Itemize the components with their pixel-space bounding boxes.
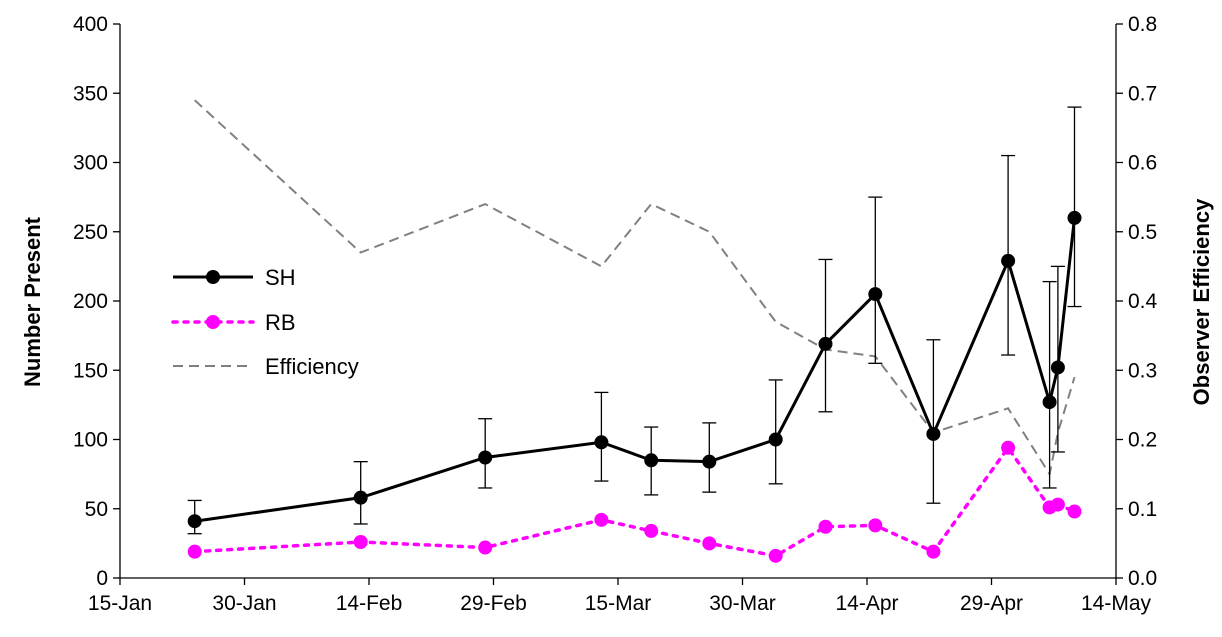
y2-tick-label: 0.1 bbox=[1128, 498, 1157, 521]
sh-point bbox=[1001, 253, 1016, 268]
x-tick-label: 14-Feb bbox=[336, 592, 403, 615]
efficiency-point bbox=[484, 203, 486, 205]
rb-line bbox=[192, 444, 1077, 558]
y2-tick-label: 0.7 bbox=[1128, 82, 1157, 105]
y-tick-label: 250 bbox=[73, 221, 108, 244]
x-tick-label: 14-Apr bbox=[835, 592, 898, 615]
sh-point bbox=[702, 454, 717, 469]
y2-tick-label: 0.4 bbox=[1128, 290, 1158, 313]
sh-point bbox=[1050, 360, 1065, 375]
sh-point bbox=[187, 514, 202, 529]
legend-efficiency-label: Efficiency bbox=[265, 354, 359, 379]
y2-tick-label: 0.2 bbox=[1128, 429, 1157, 452]
y-tick-label: 50 bbox=[85, 498, 108, 521]
x-tick-label: 29-Feb bbox=[460, 592, 527, 615]
y2-tick-label: 0.3 bbox=[1128, 359, 1157, 382]
plot-area bbox=[187, 99, 1082, 563]
y-tick-label: 350 bbox=[73, 82, 108, 105]
y2-tick-label: 0.8 bbox=[1128, 13, 1157, 36]
rb-point bbox=[594, 512, 609, 527]
rb-point bbox=[478, 540, 493, 555]
efficiency-line bbox=[194, 99, 1076, 477]
efficiency-point bbox=[600, 265, 602, 267]
y-axis-title: Number Present bbox=[20, 216, 45, 387]
rb-point bbox=[353, 534, 368, 549]
efficiency-point bbox=[1007, 407, 1009, 409]
rb-point bbox=[1001, 440, 1016, 455]
sh-point bbox=[1067, 210, 1082, 225]
legend-rb-label: RB bbox=[265, 310, 296, 335]
rb-point bbox=[768, 548, 783, 563]
rb-point bbox=[1067, 504, 1082, 519]
y-tick-label: 300 bbox=[73, 152, 108, 175]
legend-rb-marker bbox=[206, 315, 220, 329]
x-tick-label: 30-Mar bbox=[709, 592, 776, 615]
sh-point bbox=[478, 450, 493, 465]
rb-point bbox=[926, 544, 941, 559]
axes: 0 50 100 150 200 250 300 350 400 0.0 0.1 0.2 0.3 0.4 0… bbox=[73, 13, 1158, 615]
legend-sh-label: SH bbox=[265, 265, 296, 290]
sh-point bbox=[926, 426, 941, 441]
sh-line bbox=[194, 217, 1076, 523]
y-tick-label: 200 bbox=[73, 290, 108, 313]
efficiency-point bbox=[708, 231, 710, 233]
rb-point bbox=[1050, 497, 1065, 512]
x-tick-label: 15-Jan bbox=[88, 592, 152, 615]
sh-point bbox=[594, 435, 609, 450]
sh-point bbox=[644, 453, 659, 468]
sh-point bbox=[1042, 395, 1057, 410]
sh-point bbox=[768, 432, 783, 447]
rb-point bbox=[187, 544, 202, 559]
efficiency-point bbox=[194, 99, 196, 101]
rb-point bbox=[868, 518, 883, 533]
y-tick-label: 150 bbox=[73, 359, 108, 382]
y-tick-label: 100 bbox=[73, 429, 108, 452]
efficiency-point bbox=[650, 203, 652, 205]
rb-point bbox=[702, 536, 717, 551]
efficiency-point bbox=[360, 252, 362, 254]
sh-point bbox=[353, 490, 368, 505]
y-tick-label: 400 bbox=[73, 13, 108, 36]
rb-point bbox=[818, 519, 833, 534]
sh-point bbox=[868, 287, 883, 302]
y2-tick-label: 0.0 bbox=[1128, 567, 1157, 590]
y2-tick-label: 0.5 bbox=[1128, 221, 1157, 244]
y2-tick-label: 0.6 bbox=[1128, 152, 1157, 175]
efficiency-point bbox=[1074, 376, 1076, 378]
x-tick-label: 30-Jan bbox=[212, 592, 276, 615]
rb-point bbox=[644, 523, 659, 538]
legend: SH RB Efficiency bbox=[171, 265, 359, 379]
x-tick-label: 29-Apr bbox=[960, 592, 1023, 615]
y2-axis-title: Observer Efficiency bbox=[1189, 198, 1214, 405]
efficiency-point bbox=[775, 321, 777, 323]
x-tick-label: 15-Mar bbox=[585, 592, 652, 615]
sh-point bbox=[818, 336, 833, 351]
y-tick-label: 0 bbox=[96, 567, 108, 590]
legend-sh-marker bbox=[206, 270, 220, 284]
x-tick-label: 14-May bbox=[1081, 592, 1152, 615]
